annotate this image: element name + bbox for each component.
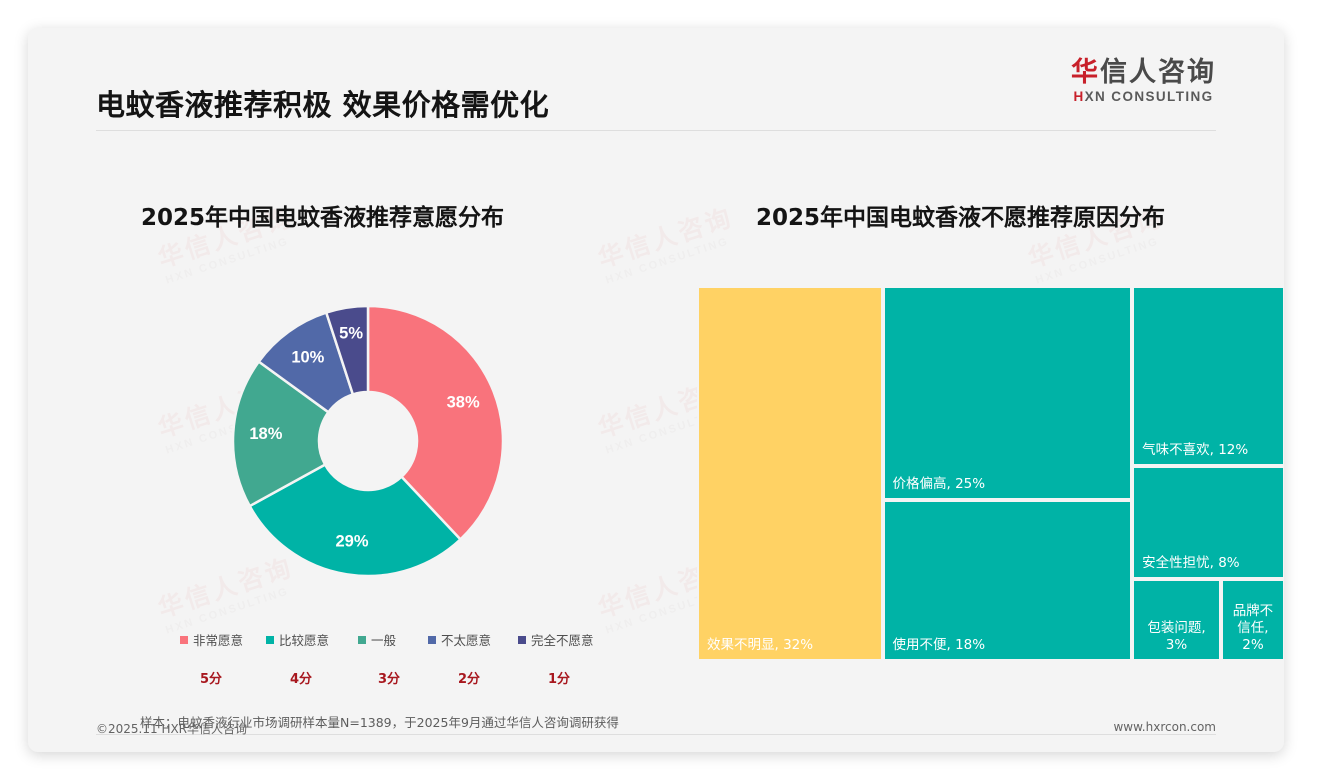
treemap-cell-label: 安全性担忧, 8%: [1142, 554, 1240, 571]
score-label-非常愿意: 5分: [200, 672, 223, 687]
score-label-一般: 3分: [378, 672, 401, 687]
logo-chinese: 华信人咨询: [1071, 58, 1216, 87]
legend-label: 比较愿意: [279, 633, 330, 648]
treemap-cell-效果不明显[interactable]: 效果不明显, 32%: [697, 286, 883, 661]
donut-score-row: 5分 4分 3分 2分 1分: [180, 668, 640, 690]
score-label-完全不愿意: 1分: [548, 672, 571, 687]
legend-swatch-icon: [518, 635, 526, 644]
donut-slice-label: 5%: [339, 325, 363, 343]
watermark-en: HXN CONSULTING: [1034, 235, 1161, 287]
donut-slice-label: 38%: [447, 394, 480, 412]
donut-slice-非常愿意[interactable]: [366, 304, 505, 542]
treemap-cell-label: 包装问题, 3%: [1147, 620, 1206, 654]
watermark-en: HXN CONSULTING: [604, 235, 731, 287]
legend-item-不太愿意[interactable]: 不太愿意: [428, 630, 491, 649]
donut-slice-label: 29%: [335, 532, 368, 550]
reasons-treemap-chart: 效果不明显, 32% 价格偏高, 25% 使用不便, 18% 气味不喜欢, 12% 安全…: [697, 286, 1284, 661]
legend-swatch-icon: [358, 635, 366, 644]
logo-english: HXN CONSULTING: [1071, 89, 1216, 104]
watermark: 华信人咨询 HXN CONSULTING: [594, 202, 741, 287]
legend-item-完全不愿意[interactable]: 完全不愿意: [518, 630, 594, 649]
slide-card: 华信人咨询 HXN CONSULTING 华信人咨询 HXN CONSULTIN…: [28, 28, 1284, 752]
header-divider: [96, 130, 1216, 131]
donut-legend: 非常愿意 比较愿意 一般 不太愿意 完全不愿意: [180, 630, 640, 650]
score-label-不太愿意: 2分: [458, 672, 481, 687]
legend-swatch-icon: [180, 635, 188, 644]
legend-item-非常愿意[interactable]: 非常愿意: [180, 630, 243, 649]
treemap-cell-label: 气味不喜欢, 12%: [1142, 442, 1249, 459]
legend-item-比较愿意[interactable]: 比较愿意: [266, 630, 329, 649]
company-logo: 华信人咨询 HXN CONSULTING: [1071, 58, 1216, 104]
donut-svg: 38% 29% 18% 10% 5%: [231, 304, 505, 578]
legend-label: 非常愿意: [193, 633, 244, 648]
footer-copyright: ©2025.11 HXR华信人咨询: [96, 722, 248, 736]
logo-en-rest: XN CONSULTING: [1084, 89, 1214, 105]
donut-slice-label: 18%: [249, 425, 282, 443]
right-chart-title: 2025年中国电蚊香液不愿推荐原因分布: [756, 205, 1166, 231]
donut-slice-完全不愿意[interactable]: [324, 304, 370, 396]
footer-website[interactable]: www.hxrcon.com: [1113, 720, 1216, 734]
watermark-cn: 华信人咨询: [594, 202, 737, 274]
treemap-cell-包装问题[interactable]: 包装问题, 3%: [1132, 578, 1221, 661]
donut-slice-label: 10%: [291, 349, 324, 367]
slide-header: 电蚊香液推荐积极 效果价格需优化 华信人咨询 HXN CONSULTING: [28, 28, 1284, 131]
treemap-cell-气味不喜欢[interactable]: 气味不喜欢, 12%: [1132, 286, 1284, 466]
logo-cn-accent: 华: [1071, 57, 1100, 88]
legend-swatch-icon: [428, 635, 436, 644]
donut-slice-一般[interactable]: [231, 359, 331, 508]
footer-divider: [96, 734, 1216, 735]
treemap-cell-label: 效果不明显, 32%: [707, 637, 814, 654]
logo-en-accent: H: [1073, 89, 1085, 105]
legend-item-一般[interactable]: 一般: [358, 630, 396, 649]
treemap-cell-label: 使用不便, 18%: [892, 637, 986, 654]
legend-label: 完全不愿意: [531, 633, 594, 648]
legend-swatch-icon: [266, 635, 274, 644]
score-label-比较愿意: 4分: [290, 672, 313, 687]
sample-footnote: 样本：电蚊香液行业市场调研样本量N=1389，于2025年9月通过华信人咨询调研…: [140, 715, 619, 730]
treemap-cell-label: 品牌不 信任, 2%: [1232, 603, 1274, 654]
treemap-cell-品牌不信任[interactable]: 品牌不 信任, 2%: [1220, 578, 1284, 661]
legend-label: 不太愿意: [441, 633, 492, 648]
treemap-cell-安全性担忧[interactable]: 安全性担忧, 8%: [1132, 466, 1284, 579]
logo-cn-rest: 信人咨询: [1100, 57, 1216, 88]
recommendation-donut-chart: 38% 29% 18% 10% 5%: [203, 278, 548, 603]
treemap-cell-label: 价格偏高, 25%: [892, 476, 986, 493]
treemap-cell-使用不便[interactable]: 使用不便, 18%: [882, 499, 1133, 661]
page-title: 电蚊香液推荐积极 效果价格需优化: [96, 88, 550, 122]
treemap-cell-价格偏高[interactable]: 价格偏高, 25%: [882, 286, 1133, 500]
legend-label: 一般: [371, 633, 397, 648]
left-chart-title: 2025年中国电蚊香液推荐意愿分布: [141, 205, 505, 231]
donut-slice-比较愿意[interactable]: [248, 462, 463, 578]
